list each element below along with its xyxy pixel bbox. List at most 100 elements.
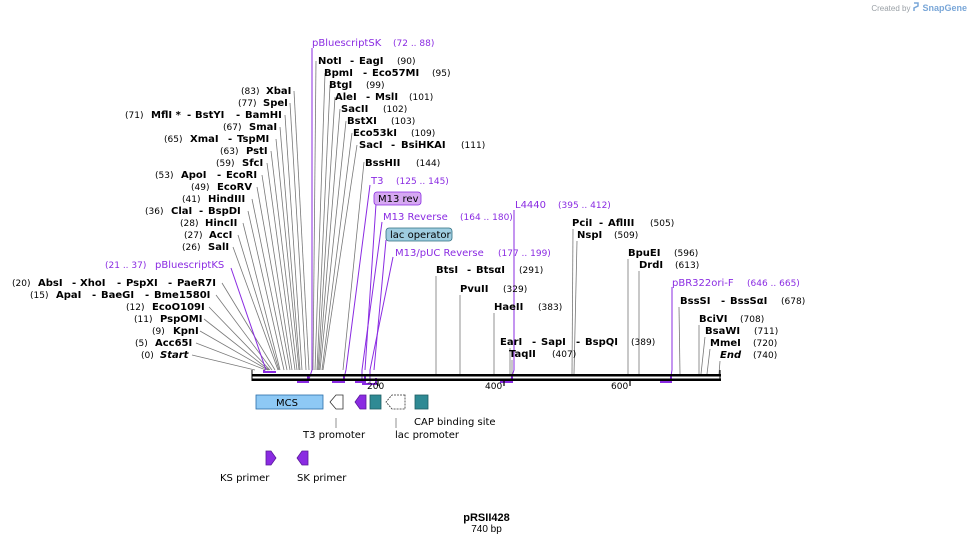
enzyme-label[interactable]: BtsαI [476, 265, 505, 276]
primer-label[interactable]: pBR322ori-F [672, 278, 734, 289]
credit-brand: SnapGene [922, 3, 967, 13]
primer-range: (164 .. 180) [460, 213, 513, 223]
enzyme-label[interactable]: SacII [341, 104, 368, 115]
site-position: (509) [614, 231, 638, 241]
cap-binding-site-feature[interactable] [414, 394, 429, 410]
primer-range: (646 .. 665) [747, 279, 800, 289]
enzyme-label[interactable]: AccI [209, 230, 232, 241]
enzyme-label[interactable]: BspQI [585, 337, 618, 348]
enzyme-label[interactable]: Eco53kI [353, 128, 397, 139]
enzyme-label[interactable]: EcoRI [226, 170, 257, 181]
tick-label-600: 600 [611, 382, 628, 392]
tick-label-400: 400 [485, 382, 502, 392]
enzyme-label: - [236, 110, 240, 121]
enzyme-label[interactable]: PvuII [460, 284, 488, 295]
mcs-feature[interactable]: MCS [255, 394, 324, 410]
enzyme-label[interactable]: SpeI [263, 98, 288, 109]
enzyme-label[interactable]: BpuEI [628, 248, 660, 259]
sk-primer-arrow[interactable] [296, 450, 309, 466]
m13-rev-box[interactable]: M13 rev [373, 191, 422, 206]
enzyme-label: - [576, 337, 580, 348]
enzyme-label[interactable]: BstXI [347, 116, 377, 127]
enzyme-label[interactable]: BssHII [365, 158, 400, 169]
enzyme-label[interactable]: SmaI [249, 122, 277, 133]
site-position: (144) [416, 159, 440, 169]
site-position: (740) [753, 351, 777, 361]
enzyme-label[interactable]: BspDI [208, 206, 241, 217]
primer-label[interactable]: M13/pUC Reverse [395, 248, 484, 259]
enzyme-label[interactable]: BamHI [245, 110, 282, 121]
enzyme-label: - [228, 134, 232, 145]
site-position: (407) [552, 350, 576, 360]
enzyme-label[interactable]: TspMI [237, 134, 269, 145]
primer-label[interactable]: T3 [370, 176, 383, 187]
start-label: Start [160, 350, 190, 361]
enzyme-label[interactable]: HaeII [494, 302, 523, 313]
enzyme-label[interactable]: MflI * [151, 110, 182, 121]
snapgene-credit: Created by SnapGene [871, 2, 967, 14]
tick-label-200: 200 [367, 382, 384, 392]
enzyme-label[interactable]: BstYI [195, 110, 224, 121]
enzyme-label[interactable]: DrdI [639, 260, 663, 271]
enzyme-label[interactable]: BsiHKAI [401, 140, 446, 151]
enzyme-label[interactable]: NspI [577, 230, 602, 241]
enzyme-label[interactable]: KpnI [173, 326, 199, 337]
site-position: (291) [519, 266, 543, 276]
enzyme-label[interactable]: Acc65I [155, 338, 192, 349]
enzyme-label[interactable]: Eco57MI [372, 68, 419, 79]
enzyme-label[interactable]: XbaI [266, 86, 291, 97]
primer-label[interactable]: M13 Reverse [383, 212, 448, 223]
enzyme-label[interactable]: EcoRV [217, 182, 252, 193]
ks-primer-arrow[interactable] [265, 450, 277, 466]
enzyme-label[interactable]: SapI [541, 337, 566, 348]
enzyme-label[interactable]: PspXI [126, 278, 158, 289]
enzyme-label[interactable]: ApoI [181, 170, 207, 181]
credit-text: Created by [871, 3, 911, 13]
site-position: (99) [366, 81, 384, 91]
enzyme-label[interactable]: PspOMI [160, 314, 202, 325]
lac-promoter-arrow[interactable] [385, 394, 406, 410]
site-position: (71) [125, 111, 143, 121]
enzyme-label[interactable]: TaqII [509, 349, 536, 360]
enzyme-label[interactable]: SalI [208, 242, 229, 253]
enzyme-label[interactable]: BciVI [699, 314, 727, 325]
enzyme-label[interactable]: ClaI [171, 206, 192, 217]
enzyme-label[interactable]: XhoI [80, 278, 105, 289]
enzyme-label[interactable]: PciI [572, 218, 592, 229]
enzyme-label[interactable]: ApaI [56, 290, 81, 301]
lac-operator-box[interactable]: lac operator [385, 227, 453, 242]
enzyme-label[interactable]: HincII [205, 218, 237, 229]
enzyme-label: - [199, 206, 203, 217]
enzyme-label[interactable]: HindIII [208, 194, 245, 205]
enzyme-label[interactable]: BtsI [436, 265, 458, 276]
enzyme-label[interactable]: BpmI [324, 68, 353, 79]
enzyme-label[interactable]: XmaI [190, 134, 219, 145]
primer-label[interactable]: pBluescriptSK [312, 38, 382, 49]
enzyme-label[interactable]: Bme1580I [154, 290, 210, 301]
enzyme-label[interactable]: PstI [246, 146, 268, 157]
enzyme-label[interactable]: MslI [375, 92, 398, 103]
enzyme-label[interactable]: SfcI [242, 158, 263, 169]
enzyme-label: - [92, 290, 96, 301]
enzyme-label[interactable]: PaeR7I [177, 278, 216, 289]
enzyme-label[interactable]: MmeI [710, 338, 741, 349]
enzyme-label[interactable]: BtgI [329, 80, 352, 91]
site-position: (596) [674, 249, 698, 259]
t3-promoter-arrow[interactable] [329, 394, 344, 410]
enzyme-label[interactable]: NotI [318, 56, 342, 67]
enzyme-label[interactable]: EagI [359, 56, 383, 67]
enzyme-label[interactable]: AflIII [608, 218, 634, 229]
enzyme-label[interactable]: EarI [500, 337, 522, 348]
enzyme-label[interactable]: BaeGI [101, 290, 134, 301]
lac-operator-feature[interactable] [369, 394, 382, 410]
m13-reverse-feature-arrow[interactable] [354, 394, 367, 410]
enzyme-label[interactable]: BsaWI [705, 326, 740, 337]
primer-label[interactable]: pBluescriptKS [155, 260, 224, 271]
primer-label[interactable]: L4440 [515, 200, 546, 211]
enzyme-label[interactable]: EcoO109I [152, 302, 205, 313]
enzyme-label[interactable]: SacI [359, 140, 383, 151]
enzyme-label[interactable]: BssSαI [730, 296, 767, 307]
enzyme-label[interactable]: BssSI [680, 296, 710, 307]
enzyme-label[interactable]: AbsI [38, 278, 63, 289]
enzyme-label[interactable]: AleI [335, 92, 357, 103]
